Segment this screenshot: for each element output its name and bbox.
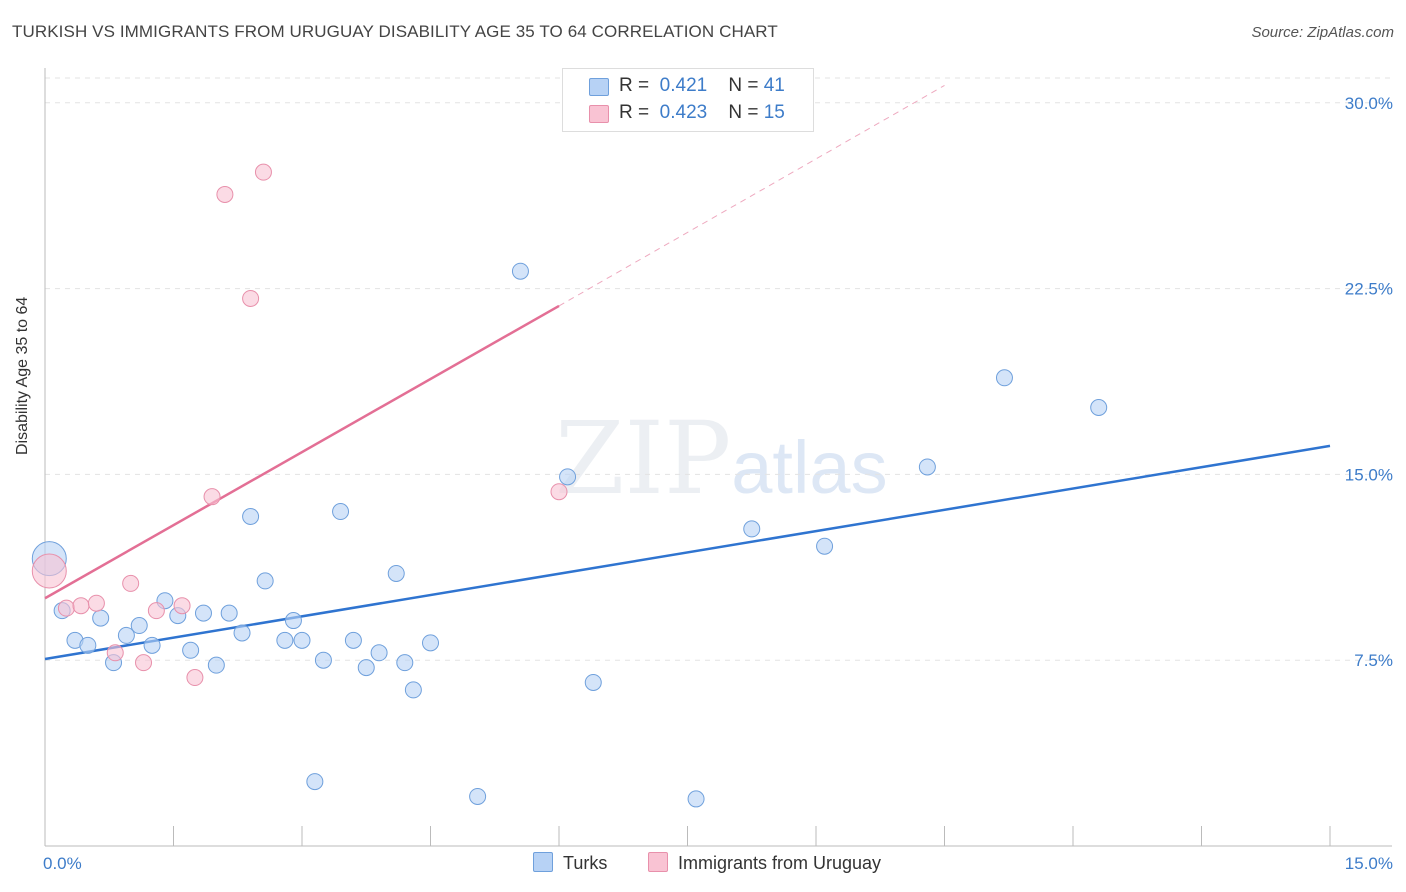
turks-point [143,636,161,654]
uruguay-point [106,644,124,662]
y-tick-label: 7.5% [1354,651,1393,670]
turks-point [687,790,705,808]
turks-point [79,636,97,654]
uruguay-trend-line [44,304,560,600]
y-tick-label: 22.5% [1345,280,1393,299]
turks-point [995,369,1013,387]
uruguay-point [135,654,153,672]
turks-point [396,654,414,672]
turks-point [404,681,422,699]
turks-point [559,468,577,486]
turks-point [332,503,350,521]
uruguay-point [31,553,67,589]
turks-point [130,617,148,635]
x-tick-label: 0.0% [43,854,82,873]
grid-lines [45,77,1392,661]
tick-labels: 7.5% 15.0% 22.5% 30.0% 0.0% 15.0% [43,94,1393,873]
uruguay-point [254,163,272,181]
watermark-zip: ZIP [555,400,732,517]
turks-point [743,520,761,538]
turks-point [344,631,362,649]
turks-point [306,773,324,791]
uruguay-point [72,597,90,615]
turks-point [276,631,294,649]
axes [44,68,1392,847]
turks-point [194,604,212,622]
watermark: ZIPatlas [555,400,888,517]
uruguay-legend-label: Immigrants from Uruguay [678,853,882,873]
turks-point [182,641,200,659]
uruguay-swatch [589,105,609,123]
turks-point [816,537,834,555]
data-points [31,163,1108,808]
turks-swatch [589,78,609,96]
turks-point [584,673,602,691]
bottom-legend-uruguay: Immigrants from Uruguay [648,852,881,874]
uruguay-point [57,599,75,617]
legend-n-value-uruguay: 15 [763,102,785,123]
turks-point [918,458,936,476]
legend-n-label: N = [728,75,759,96]
uruguay-legend-swatch [648,852,668,872]
chart-title: TURKISH VS IMMIGRANTS FROM URUGUAY DISAB… [12,22,778,41]
uruguay-point [550,483,568,501]
turks-point [233,624,251,642]
turks-point [469,787,487,805]
watermark-atlas: atlas [731,426,888,509]
turks-point [117,626,135,644]
legend-r-label: R = [619,102,650,123]
turks-point [370,644,388,662]
turks-trend-line [44,444,1331,661]
turks-point [1090,398,1108,416]
uruguay-point [173,597,191,615]
bottom-legend-turks: Turks [533,852,607,874]
turks-point [511,262,529,280]
uruguay-point [87,594,105,612]
uruguay-point [122,574,140,592]
turks-point [314,651,332,669]
turks-point [242,508,260,526]
turks-legend-label: Turks [563,853,608,873]
turks-point [284,612,302,630]
uruguay-point [147,602,165,620]
turks-point [256,572,274,590]
turks-point [207,656,225,674]
y-tick-label: 30.0% [1345,94,1393,113]
uruguay-trend-extension [558,84,945,307]
uruguay-point [216,185,234,203]
source-label: Source: ZipAtlas.com [1251,24,1394,41]
legend-r-value-turks: 0.421 [659,75,708,96]
y-tick-label: 15.0% [1345,465,1393,484]
legend-n-value-turks: 41 [763,75,785,96]
turks-point [220,604,238,622]
uruguay-point [186,669,204,687]
uruguay-point [203,488,221,506]
uruguay-point [242,289,260,307]
correlation-legend: R = 0.421 N = 41 R = 0.423 N = 15 [562,68,814,132]
turks-point [357,659,375,677]
x-tick-label: 15.0% [1345,854,1393,873]
trend-lines [44,84,1331,661]
legend-r-label: R = [619,75,650,96]
turks-legend-swatch [533,852,553,872]
legend-r-value-uruguay: 0.423 [659,102,708,123]
y-axis-label: Disability Age 35 to 64 [14,296,31,455]
legend-n-label: N = [728,102,759,123]
turks-point [387,564,405,582]
turks-point [293,631,311,649]
turks-point [92,609,110,627]
turks-point [422,634,439,652]
